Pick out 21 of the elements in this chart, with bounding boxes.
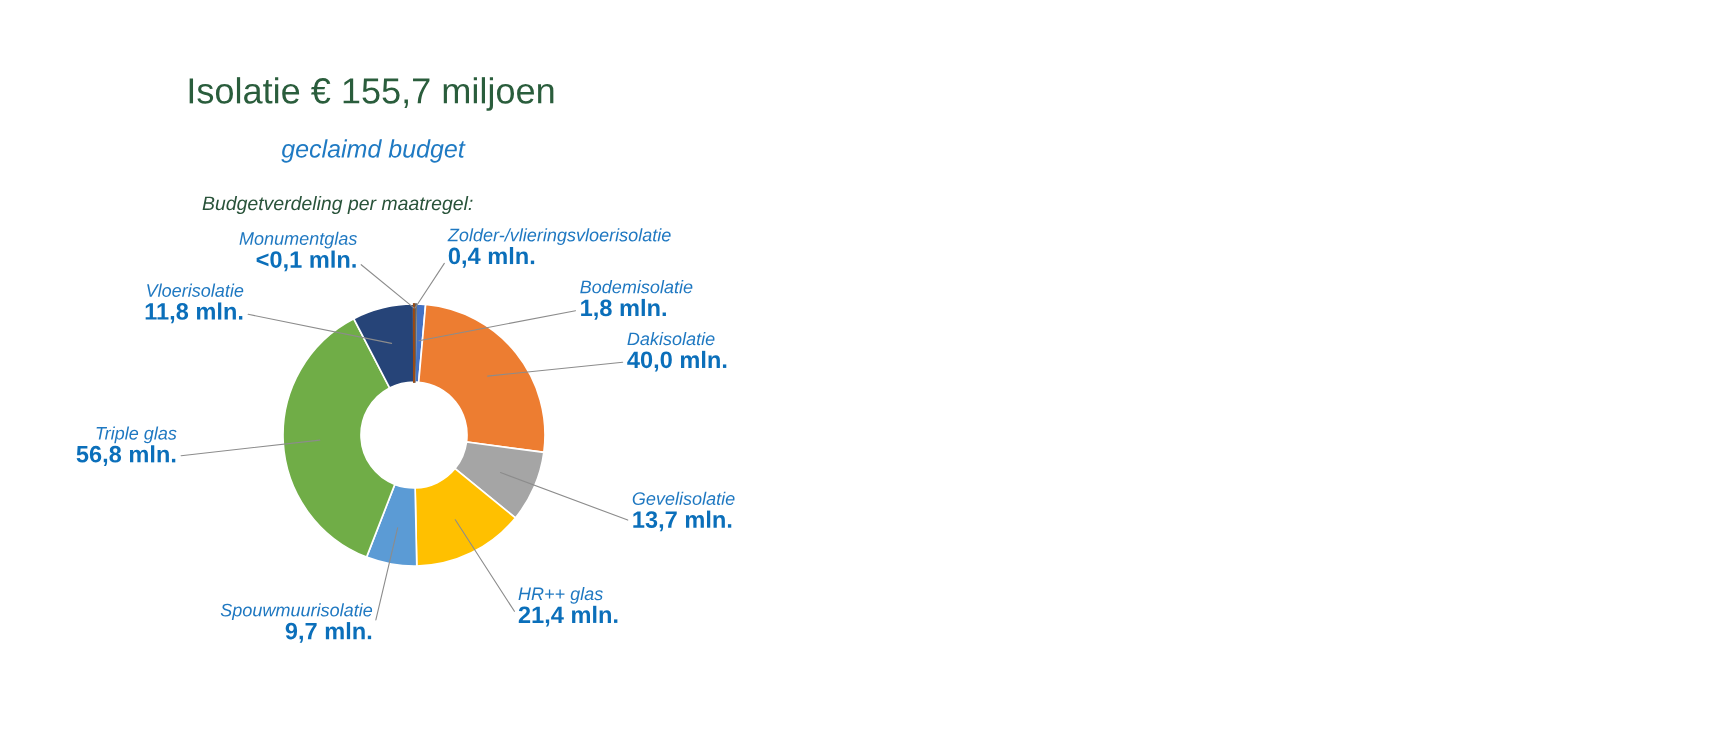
slice-label: Zolder-/vlieringsvloerisolatie bbox=[447, 228, 671, 245]
slice-label: Bodemisolatie bbox=[580, 280, 693, 294]
slice-label: Vloerisolatie bbox=[147, 283, 244, 297]
slice-label: Gevelisolatie bbox=[632, 491, 735, 506]
data-label: 13,7 mln. bbox=[633, 510, 732, 532]
chart-subtitle: geclaimd budget bbox=[281, 139, 466, 163]
data-label: 56,8 mln. bbox=[76, 445, 176, 467]
data-label: 1,8 mln. bbox=[581, 298, 666, 320]
slice-label: Monumentglas bbox=[239, 231, 357, 249]
data-label: 40,0 mln. bbox=[627, 350, 727, 372]
chart-title: Isolatie € 155,7 miljoen bbox=[189, 77, 554, 111]
data-label: 11,8 mln. bbox=[145, 302, 243, 324]
slice-label: HR++ glas bbox=[518, 586, 603, 604]
slice-label: Spouwmuurisolatie bbox=[220, 603, 373, 621]
data-label: 21,4 mln. bbox=[518, 605, 618, 627]
data-label: <0,1 mln. bbox=[256, 250, 356, 272]
data-label: 0,4 mln. bbox=[448, 246, 535, 268]
slice-label: Dakisolatie bbox=[627, 331, 715, 346]
text: Budgetverdeling per maatregel: bbox=[202, 195, 473, 215]
slice-label: Triple glas bbox=[96, 426, 177, 444]
data-label: 9,7 mln. bbox=[285, 622, 372, 643]
